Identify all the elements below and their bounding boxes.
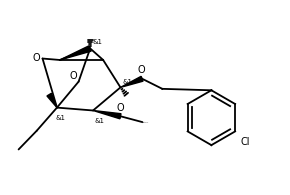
- Text: &1: &1: [55, 115, 66, 121]
- Polygon shape: [120, 76, 143, 87]
- Text: &1: &1: [123, 79, 133, 85]
- Text: O: O: [138, 65, 145, 75]
- Text: &1: &1: [93, 39, 102, 45]
- Text: O: O: [116, 103, 124, 113]
- Text: O: O: [32, 53, 40, 63]
- Polygon shape: [93, 111, 121, 119]
- Polygon shape: [60, 46, 91, 60]
- Text: methoxy: methoxy: [143, 122, 150, 123]
- Text: &1: &1: [95, 118, 104, 124]
- Text: O: O: [70, 71, 77, 81]
- Polygon shape: [47, 93, 57, 108]
- Text: Cl: Cl: [240, 137, 250, 147]
